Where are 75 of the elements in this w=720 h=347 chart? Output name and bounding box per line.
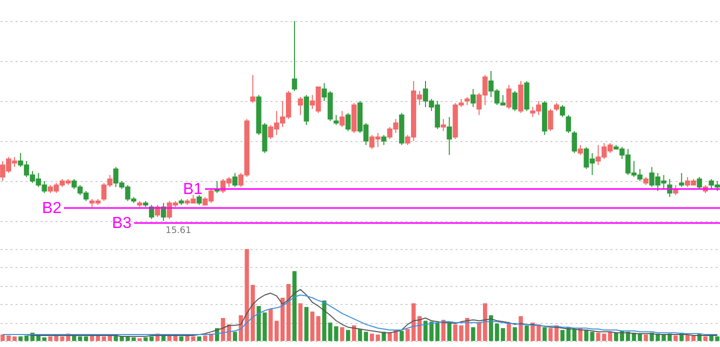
bar <box>149 336 154 341</box>
candlestick <box>232 172 238 188</box>
bar <box>364 332 368 341</box>
candlestick <box>512 90 518 112</box>
ref-line-label: B1 <box>183 181 203 198</box>
candlestick <box>304 94 309 126</box>
bar <box>179 336 184 341</box>
bar <box>674 335 678 341</box>
bar <box>12 336 17 341</box>
bar <box>346 330 350 341</box>
bar <box>376 334 380 341</box>
bar <box>494 324 500 341</box>
candlestick <box>679 172 684 188</box>
bar <box>138 338 142 341</box>
bar <box>447 322 452 341</box>
bar <box>304 306 308 341</box>
candlestick <box>566 114 572 134</box>
candlestick <box>250 74 256 104</box>
candlestick <box>196 194 202 206</box>
bar <box>471 327 476 341</box>
bar <box>232 332 238 341</box>
bar <box>102 336 106 341</box>
candlestick <box>470 88 476 108</box>
bar <box>429 322 434 341</box>
candlestick <box>381 134 386 146</box>
candlestick <box>298 96 304 116</box>
bar <box>292 271 297 341</box>
bar <box>560 330 565 341</box>
candlestick <box>548 108 554 132</box>
candlestick <box>696 176 702 190</box>
bar <box>572 329 576 341</box>
bar <box>435 322 440 341</box>
ref-line-label: B3 <box>112 215 132 232</box>
bar <box>78 336 82 341</box>
bar <box>524 325 529 341</box>
bar <box>203 335 208 341</box>
bar <box>286 284 291 341</box>
bar <box>42 337 46 341</box>
bar <box>358 329 362 341</box>
bar <box>500 328 506 341</box>
bar <box>340 327 344 341</box>
bar <box>280 298 285 341</box>
bar <box>477 322 482 341</box>
candlestick <box>340 110 345 128</box>
bar <box>144 337 148 341</box>
bar <box>406 329 410 341</box>
bar <box>512 327 517 341</box>
candlestick <box>560 104 566 118</box>
candlestick <box>572 130 577 154</box>
text: 15.61 <box>165 226 192 236</box>
bar <box>614 332 618 341</box>
candlestick <box>446 116 452 156</box>
candlestick <box>346 112 351 132</box>
candlestick <box>440 118 446 132</box>
candlestick <box>506 84 512 110</box>
bar <box>84 336 88 341</box>
bar <box>412 303 416 341</box>
bar <box>18 336 23 341</box>
bar <box>370 334 374 341</box>
bar <box>24 335 29 341</box>
candlestick <box>334 114 339 126</box>
candlestick <box>292 20 298 92</box>
bar <box>703 336 708 341</box>
bar <box>638 334 642 341</box>
bar <box>298 303 303 341</box>
bar <box>197 336 202 341</box>
candlestick <box>578 144 583 156</box>
bar <box>548 328 553 341</box>
bar <box>542 327 547 341</box>
bar <box>423 320 428 341</box>
ref-line-label: B2 <box>42 200 62 217</box>
bar <box>400 330 404 341</box>
bar <box>482 303 488 341</box>
bar <box>644 334 648 341</box>
bar <box>518 316 523 341</box>
